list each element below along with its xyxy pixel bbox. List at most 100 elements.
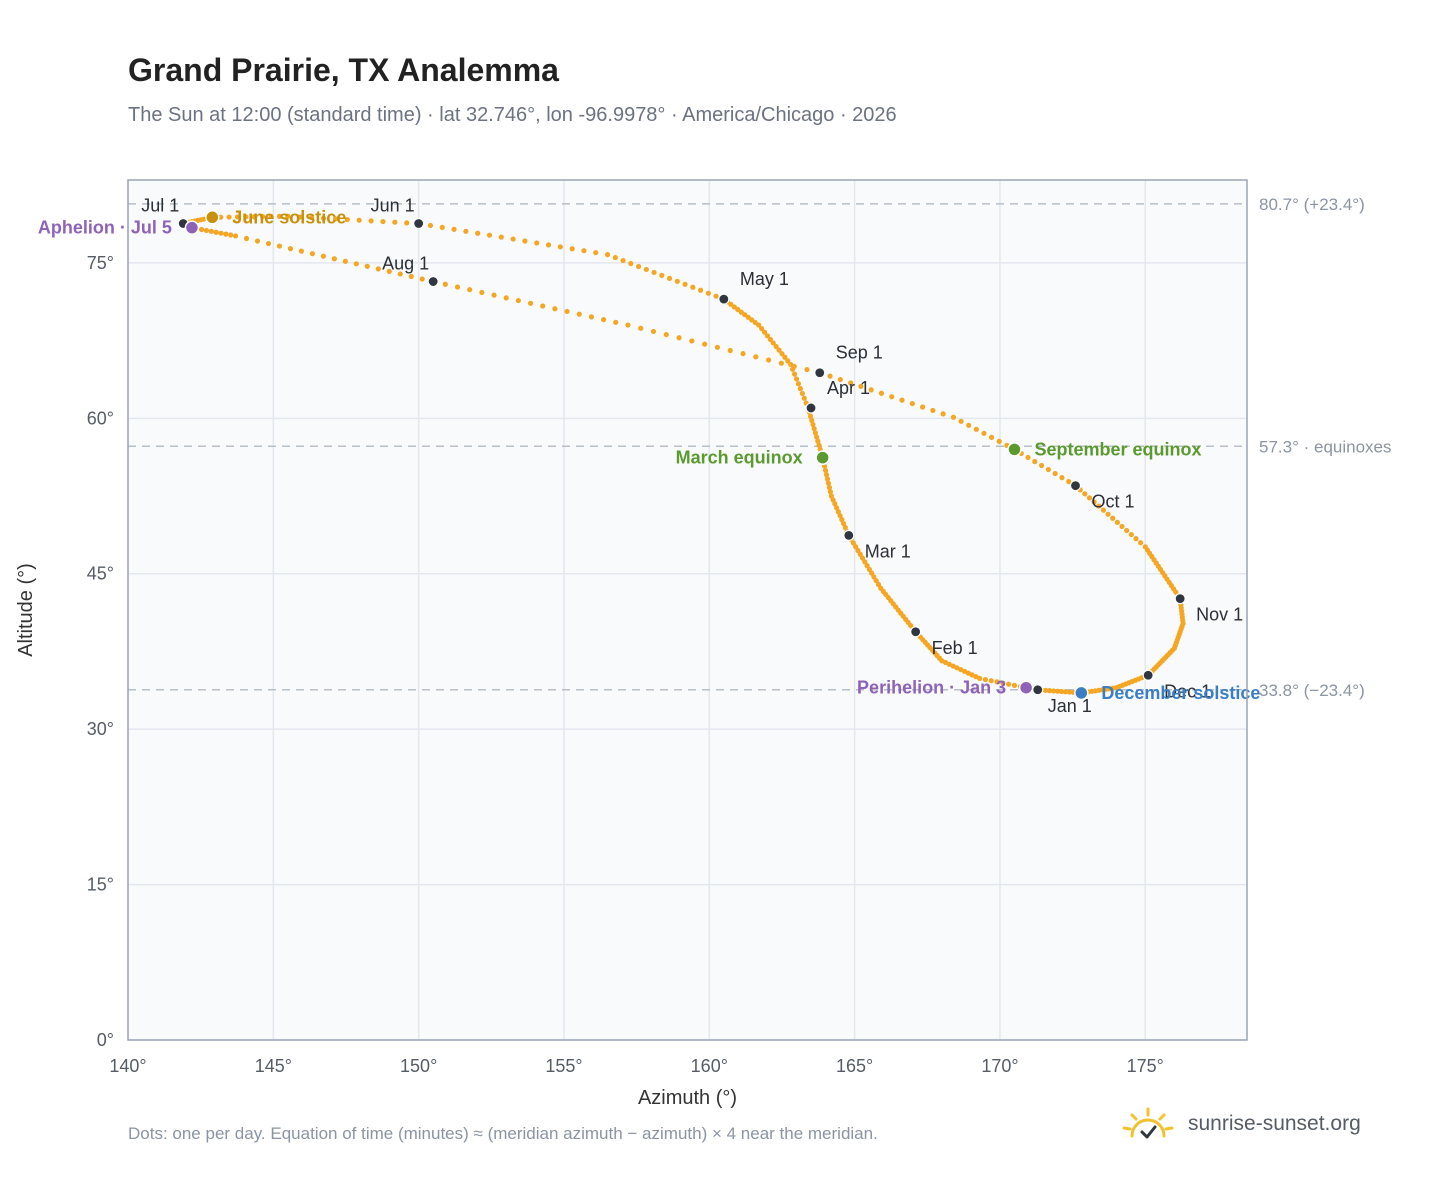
month-label: Apr 1 [827,378,870,398]
daily-dot [552,306,558,312]
daily-dot [764,333,771,339]
daily-dot [368,218,374,224]
month-marker [814,367,826,379]
daily-dot [635,263,642,270]
reference-lines: 80.7° (+23.4°) 57.3° · equinoxes 33.8° (−2… [128,195,1392,700]
daily-dot [1052,470,1058,477]
y-axis-title: Altitude (°) [15,563,37,657]
event-label: Perihelion · Jan 3 [857,678,1006,698]
daily-dot [600,317,607,323]
daily-dot [834,505,840,511]
daily-dot [1000,680,1006,686]
daily-dot [276,243,283,249]
daily-dot [759,326,765,332]
reference-line-label: 57.3° · equinoxes [1259,437,1392,456]
daily-dot [228,232,234,238]
daily-dot [638,325,644,331]
month-label: Mar 1 [865,541,911,561]
daily-dot [454,284,461,290]
daily-dot [353,261,359,267]
daily-dot [1006,681,1012,687]
daily-dot [799,390,805,397]
daily-dot [823,472,830,478]
daily-dot [793,376,800,382]
daily-dot [342,258,348,264]
daily-dot [364,263,370,269]
daily-dot [858,383,864,390]
daily-dot [1066,689,1073,695]
month-label: May 1 [740,269,789,289]
reference-line-label: 33.8° (−23.4°) [1259,681,1365,700]
daily-dot [785,358,791,364]
daily-dot [812,430,818,436]
daily-dot [287,246,294,252]
daily-dot [320,215,327,221]
daily-dot [1054,688,1061,694]
daily-dot [620,257,626,264]
daily-dot [588,314,595,320]
daily-dot [625,322,631,328]
month-marker [427,275,439,288]
daily-dot [332,216,339,222]
daily-dot [576,311,582,317]
daily-dot [873,578,879,584]
brand[interactable]: sunrise-sunset.org [1120,1104,1361,1144]
daily-dot [994,679,1000,685]
event-marker [1018,680,1034,695]
daily-dot [761,329,768,335]
daily-dot [503,295,509,301]
brand-name: sunrise-sunset.org [1188,1112,1361,1135]
daily-dot [540,303,546,309]
daily-dot [1047,688,1053,694]
y-tick-label: 30° [87,719,114,739]
daily-dot [804,366,810,373]
daily-dot [859,555,866,561]
month-label: Jan 1 [1048,696,1092,716]
daily-dot [835,509,841,515]
daily-dot [498,234,504,240]
daily-dot [727,347,733,354]
plot-frame [127,179,1248,1041]
month-label: Dec 1 [1164,681,1211,701]
daily-dot [866,566,872,572]
daily-dot [439,224,445,231]
month-label: Aug 1 [382,254,429,274]
daily-dot [753,354,759,360]
daily-dot [1138,540,1144,546]
month-label: Sep 1 [836,343,883,363]
daily-dot [973,426,979,432]
daily-dot [822,467,829,474]
event-label: September equinox [1034,439,1201,459]
daily-dot [1105,511,1111,517]
daily-dot [344,216,350,223]
daily-dot [940,411,946,417]
daily-dot [320,253,326,259]
daily-dot [522,238,528,244]
daily-dot [1124,527,1130,534]
daily-dot [837,513,843,519]
daily-dot [837,376,843,383]
daily-dot [875,581,882,588]
month-marker [413,217,425,230]
daily-dot [1039,462,1045,469]
daily-dot [807,413,814,419]
daily-dot [795,381,802,387]
daily-dot [813,434,820,440]
daily-dot [864,562,870,569]
daily-dot [467,287,473,293]
month-marker [1032,684,1044,696]
daily-dot [408,273,414,280]
event-label: March equinox [676,448,803,468]
daily-dot [356,217,362,223]
daily-dot [839,517,845,523]
daily-dot [226,214,232,220]
daily-dot [847,380,854,386]
daily-dot [419,276,425,282]
daily-dot [1096,503,1102,509]
daily-dot [1128,531,1134,538]
daily-dot [397,271,403,277]
daily-dot [651,269,657,276]
y-tick-label: 0° [97,1030,114,1050]
daily-dot [1011,682,1018,688]
